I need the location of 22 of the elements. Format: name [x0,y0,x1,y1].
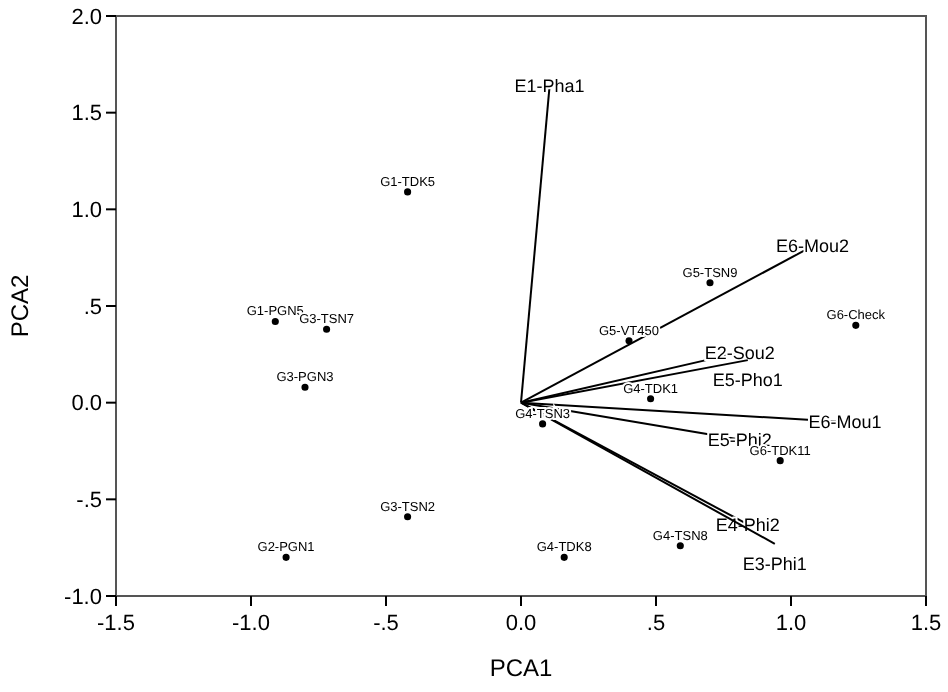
series-label: E5-Pho1 [712,370,783,391]
y-tick-label: 1.0 [71,199,102,224]
x-tick-label: .5 [646,612,666,636]
series-label: E2-Sou2 [704,342,775,363]
x-tick-label: -.5 [373,612,399,636]
y-tick-label: -1.0 [64,585,102,610]
y-axis-title: PCA2 [6,274,34,338]
y-tick-label: -.5 [76,489,102,514]
y-tick-label: 0.0 [71,392,102,417]
y-tick-label: .5 [83,295,102,320]
series-label: E3-Phi1 [742,554,807,575]
x-tick-label: 1.0 [775,612,807,636]
x-tick-label: 1.5 [910,612,942,636]
x-tick-label: -1.0 [232,612,270,636]
x-axis-title: PCA1 [489,654,553,682]
y-tick-label: 1.5 [71,102,102,127]
y-tick-label: 2.0 [71,5,102,30]
x-tick-label: -1.5 [97,612,135,636]
series-label: E6-Mou2 [776,236,850,257]
series-label: E6-Mou1 [808,412,882,433]
series-label: E1-Pha1 [514,75,585,96]
x-tick-label: 0.0 [505,612,537,636]
